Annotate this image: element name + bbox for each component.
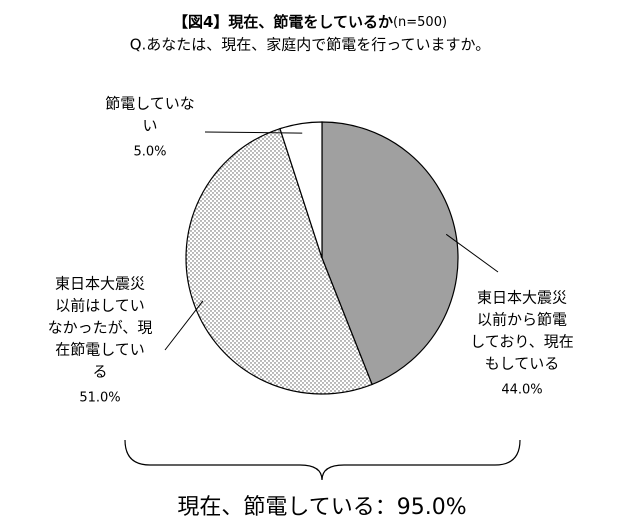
slice-label: 在節電してい xyxy=(55,341,145,359)
slice-label: 以前から節電 xyxy=(477,311,567,329)
pie-slice xyxy=(321,121,459,386)
pie-slice xyxy=(185,127,373,395)
annotation: 現在、節電している：95.0% xyxy=(177,495,466,520)
slice-label: なかったが、現 xyxy=(48,319,153,337)
leader-line xyxy=(164,300,204,351)
slice-label: 東日本大震災 xyxy=(55,275,145,293)
slice-label: 以前はしてい xyxy=(55,297,145,315)
chart-subtitle: Q.あなたは、現在、家庭内で節電を行っていますか。 xyxy=(130,36,491,54)
pie-slice xyxy=(279,121,323,259)
slice-label: もしている xyxy=(485,355,560,373)
value-label: 44.0% xyxy=(501,383,542,398)
slice-label: 節電していな xyxy=(105,95,195,113)
value-label: 5.0% xyxy=(133,145,166,160)
leader-line xyxy=(445,233,499,273)
slice-label: 東日本大震災 xyxy=(477,289,567,307)
slice-label: い xyxy=(142,117,157,135)
slice-label: しており、現在 xyxy=(470,333,574,351)
slice-label: る xyxy=(92,363,107,381)
leader-line xyxy=(204,131,303,134)
chart-title: 【図4】現在、節電をしているか(n=500) xyxy=(173,13,447,31)
value-label: 51.0% xyxy=(79,391,120,406)
brace xyxy=(124,439,521,481)
